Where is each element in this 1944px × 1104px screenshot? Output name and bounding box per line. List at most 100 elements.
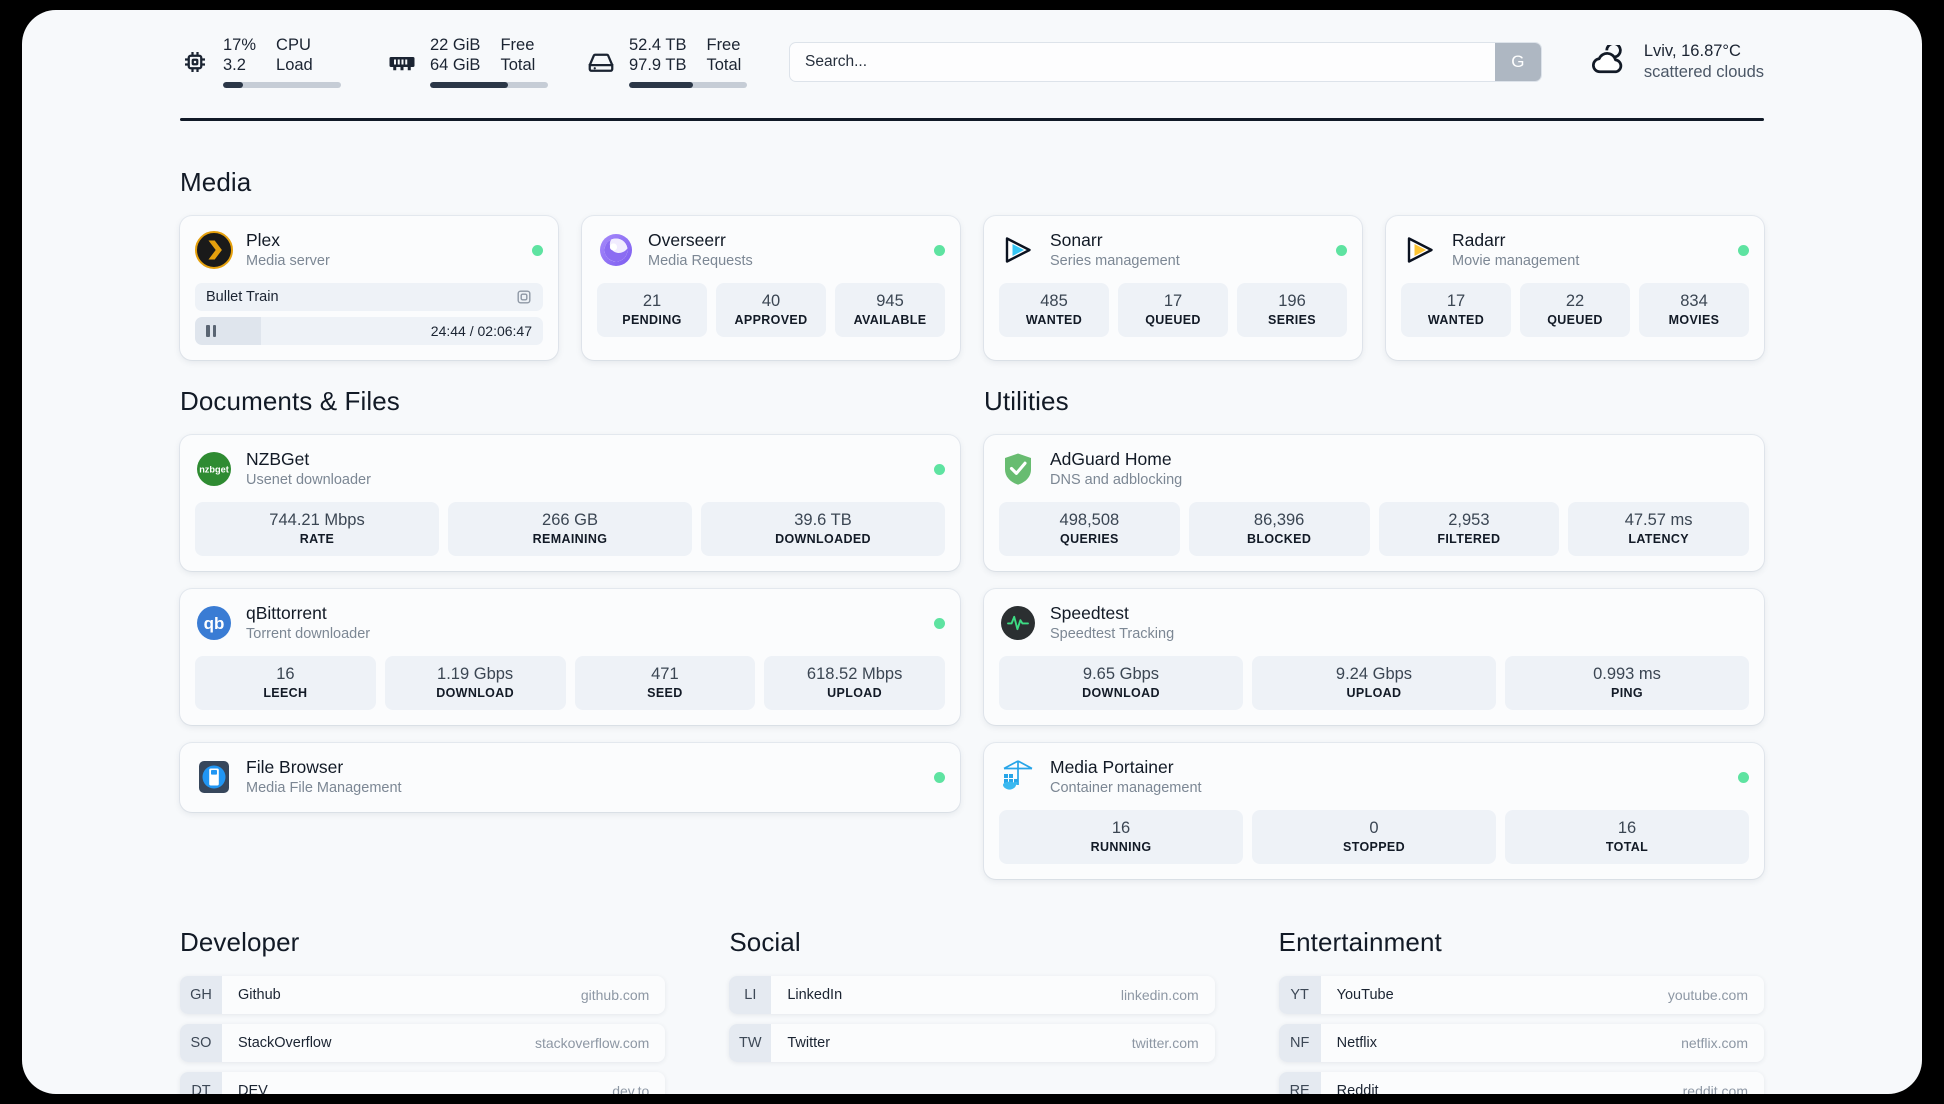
bookmark-url: netflix.com [1681,1035,1748,1051]
service-name: Radarr [1452,230,1506,250]
disk-stat-group: 52.4 TB 97.9 TB Free Total [586,36,747,88]
now-playing-title: Bullet Train [206,289,279,305]
stat-box: 618.52 Mbps UPLOAD [764,656,945,710]
bookmark-url: linkedin.com [1120,987,1199,1003]
stat-value: 16 [1617,819,1637,837]
stat-box: 9.24 Gbps UPLOAD [1252,656,1496,710]
stat-box: 471 SEED [574,656,756,710]
stat-value: 1.19 Gbps [437,665,514,683]
stat-box: 196 SERIES [1237,283,1347,337]
now-playing-progress[interactable]: 24:44 / 02:06:47 [195,317,543,345]
stat-caption: DOWNLOAD [1082,686,1160,700]
stat-caption: QUERIES [1060,532,1119,546]
service-card-nzbget[interactable]: nzbget NZBGet Usenet downloader 74 [180,435,960,571]
bookmark-abbr: NF [1278,1024,1321,1062]
stat-value: 9.24 Gbps [1335,665,1413,683]
stat-value: 266 GB [542,511,598,529]
search-engine-button[interactable]: G [1494,43,1541,81]
disk-values: 52.4 TB 97.9 TB [629,36,686,75]
documents-section: Documents & Files nzbget NZBGet [180,386,960,879]
bookmark-abbr: DT [180,1072,222,1094]
service-name: Sonarr [1050,230,1103,250]
bookmark-item-github[interactable]: GH Github github.com [180,976,666,1014]
service-name: Overseerr [648,230,726,250]
stat-value: 21 [642,292,662,310]
stat-value: 2,953 [1448,511,1490,529]
bookmark-url: reddit.com [1682,1083,1748,1094]
header-divider [180,118,1764,121]
bookmark-group-developer: Developer GH Github github.com SO StackO… [180,927,666,1094]
cpu-label-2: Load [276,56,313,74]
memory-usage-bar-fill [430,82,508,88]
plex-icon [195,231,233,269]
stat-caption: RUNNING [1090,840,1152,854]
bookmark-item-dev[interactable]: DT DEV dev.to [180,1072,666,1094]
cpu-values: 17% 3.2 [223,36,256,75]
stat-box: 86,396 BLOCKED [1188,502,1370,556]
bookmark-item-stackoverflow[interactable]: SO StackOverflow stackoverflow.com [180,1024,666,1062]
stat-value: 47.57 ms [1624,511,1693,529]
service-card-radarr[interactable]: Radarr Movie management 17 WANTED 22 QUE… [1386,216,1764,360]
stat-box: 0.993 ms PING [1505,656,1749,710]
stat-value: 498,508 [1059,511,1120,529]
cpu-labels: CPU Load [276,36,313,75]
status-dot-online [934,617,945,629]
media-card-grid: Plex Media server Bullet Train [180,216,1764,360]
service-card-overseerr[interactable]: Overseerr Media Requests 21 PENDING 40 A… [582,216,960,360]
status-dot-online [934,244,945,256]
stats-row: 16 RUNNING 0 STOPPED 16 TOTAL [999,810,1749,864]
stat-box: 40 APPROVED [716,283,826,337]
stat-caption: STOPPED [1343,840,1405,854]
bookmark-item-twitter[interactable]: TW Twitter twitter.com [729,1024,1215,1062]
stat-box: 266 GB REMAINING [448,502,692,556]
stat-caption: PING [1611,686,1643,700]
stat-value: 0.993 ms [1593,665,1661,683]
stat-value: 22 [1565,292,1585,310]
stat-caption: WANTED [1025,313,1083,327]
stat-value: 471 [651,665,679,683]
pause-icon[interactable] [206,325,216,337]
service-card-file-browser[interactable]: File Browser Media File Management [180,743,960,812]
stat-value: 40 [761,292,781,310]
disk-labels: Free Total [706,36,741,75]
service-card-media-portainer[interactable]: Media Portainer Container management 16 … [984,743,1764,879]
bookmark-item-linkedin[interactable]: LI LinkedIn linkedin.com [729,976,1215,1014]
stat-value: 86,396 [1253,511,1305,529]
status-dot-online [934,463,945,475]
bookmark-item-netflix[interactable]: NF Netflix netflix.com [1278,1024,1764,1062]
stats-row: 16 LEECH 1.19 Gbps DOWNLOAD 471 SEED [195,656,945,710]
bookmark-item-reddit[interactable]: RE Reddit reddit.com [1278,1072,1764,1094]
overseerr-icon [597,231,635,269]
stat-value: 16 [276,665,295,683]
cpu-stat-group: 17% 3.2 CPU Load [180,36,341,88]
stat-caption: PENDING [622,313,682,327]
service-card-qbittorrent[interactable]: qb qBittorrent Torrent downloader [180,589,960,725]
stat-box: 9.65 Gbps DOWNLOAD [999,656,1243,710]
stat-box: 0 STOPPED [1252,810,1496,864]
service-card-sonarr[interactable]: Sonarr Series management 485 WANTED 17 Q… [984,216,1362,360]
stat-value: 0 [1369,819,1379,837]
status-dot-online [1738,771,1749,783]
service-name: Plex [246,230,281,250]
stat-value: 618.52 Mbps [806,665,903,683]
scattered-clouds-icon [1588,45,1630,79]
search-bar[interactable]: G [789,42,1542,82]
bookmark-name: StackOverflow [238,1035,332,1051]
service-card-plex[interactable]: Plex Media server Bullet Train [180,216,558,360]
stat-value: 196 [1278,292,1306,310]
stats-row: 498,508 QUERIES 86,396 BLOCKED 2,953 FIL… [999,502,1749,556]
service-name: NZBGet [246,449,310,469]
search-input[interactable] [790,43,1495,81]
now-playing-title-row: Bullet Train [195,283,543,311]
bookmark-item-youtube[interactable]: YT YouTube youtube.com [1278,976,1764,1014]
service-name: AdGuard Home [1050,449,1172,469]
bookmark-name: Netflix [1336,1035,1377,1051]
service-card-adguard-home[interactable]: AdGuard Home DNS and adblocking 498,508 … [984,435,1764,571]
media-section: Media Plex Media server [180,167,1764,360]
disk-label-1: Free [706,36,741,54]
cast-icon[interactable] [516,289,532,305]
stat-caption: RATE [299,532,335,546]
bookmark-name: LinkedIn [787,987,843,1003]
memory-labels: Free Total [500,36,535,75]
service-card-speedtest[interactable]: Speedtest Speedtest Tracking 9.65 Gbps D… [984,589,1764,725]
